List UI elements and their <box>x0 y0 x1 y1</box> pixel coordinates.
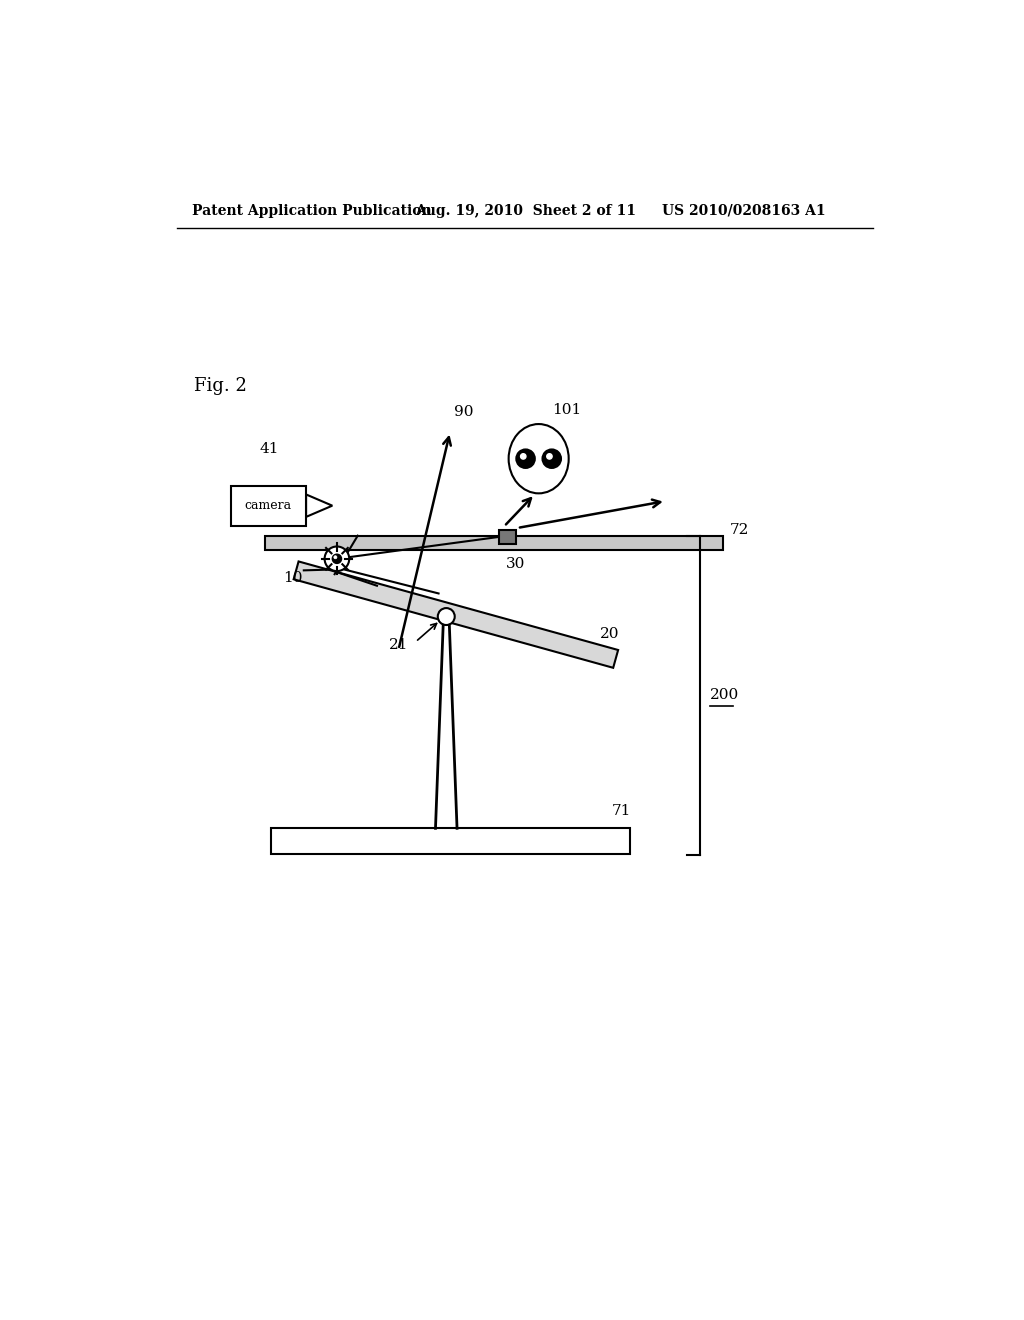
Text: US 2010/0208163 A1: US 2010/0208163 A1 <box>662 203 825 218</box>
Ellipse shape <box>509 424 568 494</box>
Text: 101: 101 <box>553 403 582 417</box>
Bar <box>265 536 724 549</box>
Circle shape <box>333 554 342 564</box>
Circle shape <box>547 454 552 459</box>
Circle shape <box>520 454 526 459</box>
Text: 71: 71 <box>611 804 631 818</box>
Circle shape <box>438 609 455 626</box>
Text: Fig. 2: Fig. 2 <box>194 376 247 395</box>
Circle shape <box>325 546 349 572</box>
Text: camera: camera <box>245 499 292 512</box>
Text: 41: 41 <box>260 442 280 457</box>
Bar <box>230 486 306 525</box>
Text: 90: 90 <box>454 405 473 420</box>
Text: 21: 21 <box>389 638 409 652</box>
Text: 10: 10 <box>283 572 302 585</box>
Text: Patent Application Publication: Patent Application Publication <box>193 203 432 218</box>
Polygon shape <box>306 495 333 517</box>
Circle shape <box>543 449 561 469</box>
Text: 20: 20 <box>600 627 620 642</box>
Bar <box>270 829 630 854</box>
Text: 200: 200 <box>710 689 739 702</box>
Polygon shape <box>294 561 618 668</box>
Bar <box>500 531 516 544</box>
Text: Aug. 19, 2010  Sheet 2 of 11: Aug. 19, 2010 Sheet 2 of 11 <box>416 203 637 218</box>
Text: 72: 72 <box>730 523 749 536</box>
Circle shape <box>516 449 535 469</box>
Text: 30: 30 <box>506 557 525 572</box>
Circle shape <box>334 556 337 558</box>
